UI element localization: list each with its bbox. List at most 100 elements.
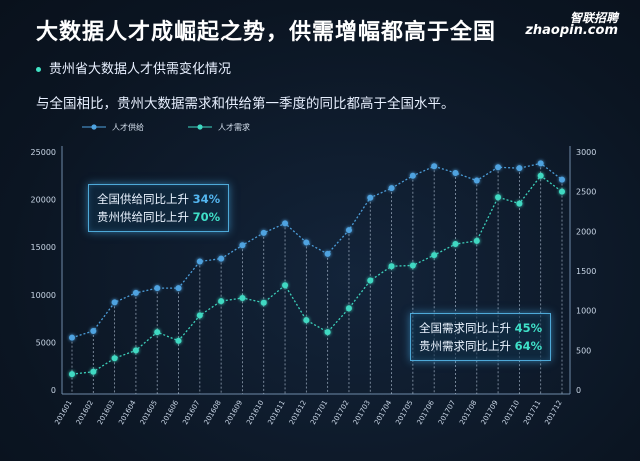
supply-series-point <box>196 258 203 265</box>
x-tick-label: 201604 <box>117 399 138 427</box>
demand-series-point <box>154 329 161 336</box>
demand-series-point <box>69 371 75 378</box>
demand-series-point <box>260 299 267 306</box>
x-tick-label: 201606 <box>160 399 181 427</box>
supply-series-point <box>388 185 395 192</box>
legend-demand-swatch-dot <box>197 124 203 130</box>
demand-series-point <box>111 355 118 362</box>
demand-series-line <box>71 174 563 375</box>
supply-series-point <box>282 220 289 227</box>
supply-series-point <box>409 172 416 179</box>
demand-series-point <box>388 263 395 270</box>
legend-demand-label: 人才需求 <box>218 122 250 132</box>
x-tick-label: 201605 <box>139 399 159 426</box>
x-tick-label: 201608 <box>203 399 223 426</box>
legend-supply-swatch-dot <box>91 124 97 130</box>
supply-series-point <box>473 177 480 184</box>
supply-series-point <box>303 239 310 246</box>
x-tick-label: 201601 <box>53 399 73 426</box>
demand-series-point <box>367 277 374 284</box>
supply-series-point <box>154 285 161 292</box>
x-tick-label: 201611 <box>266 399 286 426</box>
demand-series-point <box>324 329 331 336</box>
demand-series-point <box>409 262 416 269</box>
guizhou-supply-growth: 70% <box>192 210 221 224</box>
supply-series-point <box>324 250 331 257</box>
x-tick-label: 201711 <box>522 399 542 426</box>
supply-series-point <box>367 194 374 201</box>
chart-description: 与全国相比，贵州大数据需求和供给第一季度的同比都高于全国水平。 <box>36 96 455 112</box>
demand-annotation-box: 全国需求同比上升 45% 贵州需求同比上升 64% <box>410 313 552 361</box>
bullet-dot-icon <box>36 67 41 72</box>
y-left-tick-label: 20000 <box>31 196 56 205</box>
x-tick-label: 201701 <box>309 399 329 426</box>
y-left-tick-label: 5000 <box>36 338 56 347</box>
x-tick-label: 201704 <box>373 399 394 427</box>
supply-series-point <box>516 165 523 172</box>
x-tick-label: 201602 <box>75 399 95 426</box>
supply-series-point <box>345 227 352 234</box>
x-tick-label: 201708 <box>458 399 478 426</box>
demand-series-point <box>282 282 289 289</box>
demand-series-point <box>473 237 480 244</box>
legend-supply-label: 人才供给 <box>112 122 144 132</box>
supply-series-line <box>71 162 563 339</box>
supply-annotation-line-national: 全国供给同比上升 34% <box>97 192 221 206</box>
chart-subtitle: 贵州省大数据人才供需变化情况 <box>36 58 231 77</box>
supply-series-point <box>239 242 246 249</box>
logo-english: zhaopin.com <box>525 23 618 38</box>
supply-annotation-box: 全国供给同比上升 34% 贵州供给同比上升 70% <box>88 184 230 232</box>
y-left-tick-label: 0 <box>51 386 56 395</box>
supply-series-point <box>452 169 459 176</box>
x-tick-label: 201710 <box>501 399 521 426</box>
x-tick-label: 201706 <box>416 399 437 427</box>
demand-series-point <box>132 347 139 354</box>
y-left-tick-label: 10000 <box>31 291 56 300</box>
supply-series-point <box>69 334 75 341</box>
demand-series-point <box>559 188 565 195</box>
x-tick-label: 201603 <box>96 399 116 426</box>
page-title: 大数据人才成崛起之势，供需增幅都高于全国 <box>36 20 497 45</box>
y-right-tick-label: 2000 <box>576 227 596 236</box>
demand-series-point <box>495 194 502 201</box>
brand-logo: 智联招聘 zhaopin.com <box>525 12 618 38</box>
logo-chinese: 智联招聘 <box>569 11 618 25</box>
x-tick-label: 201709 <box>480 399 500 426</box>
y-right-tick-label: 2500 <box>576 188 596 197</box>
guizhou-demand-growth: 64% <box>514 339 543 353</box>
y-right-tick-label: 1500 <box>576 267 596 276</box>
supply-series-point <box>111 299 118 306</box>
y-left-tick-label: 25000 <box>31 148 56 157</box>
x-tick-label: 201607 <box>181 399 201 426</box>
y-left-tick-label: 15000 <box>31 243 56 252</box>
supply-series-point <box>559 176 565 183</box>
demand-annotation-line-national: 全国需求同比上升 45% <box>419 321 543 335</box>
demand-annotation-line-guizhou: 贵州需求同比上升 64% <box>419 339 543 353</box>
x-tick-label: 201610 <box>245 399 265 426</box>
demand-series-point <box>303 317 310 324</box>
y-right-tick-label: 500 <box>576 346 591 355</box>
demand-series-point <box>537 172 544 179</box>
y-right-tick-label: 3000 <box>576 148 596 157</box>
demand-series-point <box>452 241 459 248</box>
x-tick-label: 201707 <box>437 399 457 426</box>
demand-series-point <box>90 368 97 375</box>
x-tick-label: 201703 <box>352 399 372 426</box>
supply-series-point <box>260 229 267 236</box>
demand-series-point <box>196 312 203 319</box>
demand-series-point <box>175 337 182 344</box>
supply-series-point <box>132 289 139 296</box>
x-tick-label: 201702 <box>330 399 350 426</box>
supply-series-point <box>90 327 97 334</box>
supply-annotation-line-guizhou: 贵州供给同比上升 70% <box>97 210 221 224</box>
chart-subtitle-text: 贵州省大数据人才供需变化情况 <box>49 62 232 77</box>
supply-series-point <box>218 255 225 262</box>
national-supply-growth: 34% <box>192 192 221 206</box>
demand-series-point <box>239 294 246 301</box>
supply-series-point <box>175 285 182 292</box>
y-right-tick-label: 1000 <box>576 307 596 316</box>
x-tick-label: 201612 <box>288 399 308 426</box>
supply-series-point <box>495 164 502 171</box>
x-tick-label: 201712 <box>543 399 563 426</box>
